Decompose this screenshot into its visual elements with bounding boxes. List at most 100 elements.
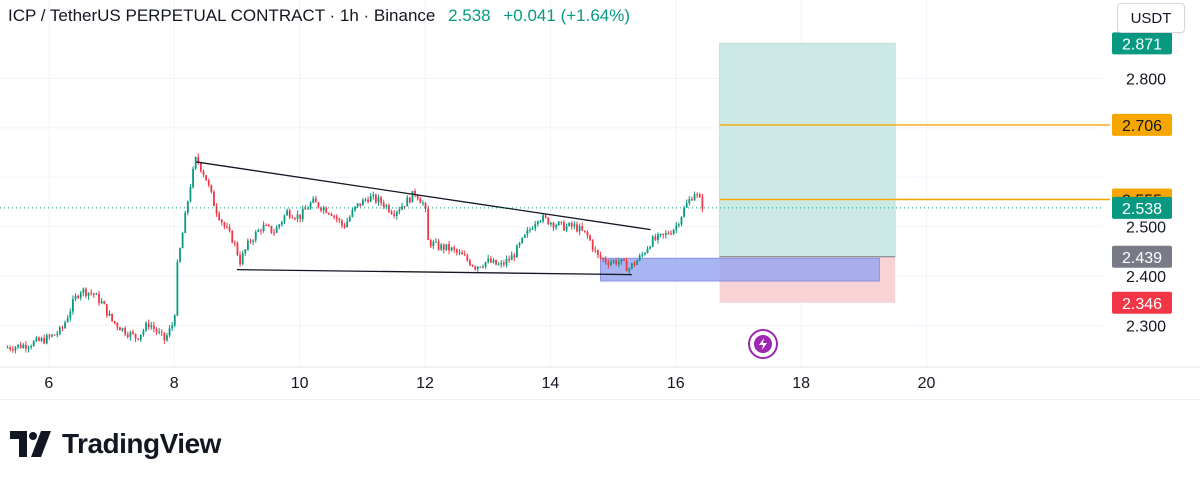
candle-up — [51, 334, 53, 337]
candle-down — [325, 207, 328, 214]
price-chart[interactable]: 6 8 10 12 14 16 18 20 2.300 2.400 2.500 2.800 2.871… — [0, 0, 1200, 401]
y-tick-label: 2.500 — [1126, 220, 1166, 237]
candle-up — [184, 212, 187, 234]
candle-down — [380, 197, 383, 203]
candle-down — [513, 255, 516, 258]
candle-up — [176, 261, 179, 316]
candle-up — [539, 221, 542, 223]
candle-up — [518, 243, 521, 246]
candle-up — [32, 341, 35, 347]
candle-up — [35, 337, 38, 342]
candle-down — [424, 203, 427, 209]
candle-up — [45, 335, 48, 344]
candle-up — [181, 233, 184, 249]
candle-up — [411, 190, 414, 203]
candle-down — [442, 244, 445, 250]
candle-down — [213, 191, 215, 207]
candle-down — [103, 301, 106, 305]
profit-target-label-bg — [1112, 32, 1172, 55]
x-tick-label: 14 — [541, 375, 559, 392]
profit-zone — [719, 42, 896, 258]
candle-down — [228, 227, 231, 231]
candle-up — [150, 325, 153, 328]
tradingview-logo[interactable]: TradingView — [10, 428, 221, 460]
candlestick-series — [6, 153, 704, 354]
candle-up — [536, 221, 539, 225]
candle-up — [500, 262, 503, 265]
candle-up — [521, 237, 524, 244]
candle-down — [61, 327, 64, 329]
candle-up — [651, 236, 654, 247]
candle-up — [385, 205, 388, 207]
candle-down — [199, 162, 202, 172]
candle-up — [278, 224, 281, 228]
candle-up — [100, 301, 103, 304]
candle-up — [377, 197, 380, 203]
lightning-badge[interactable] — [748, 329, 778, 359]
candle-down — [419, 198, 422, 204]
candle-down — [260, 230, 262, 232]
candle-up — [573, 224, 576, 227]
candle-up — [79, 292, 82, 298]
candle-down — [38, 337, 40, 341]
candle-down — [197, 157, 200, 163]
candle-up — [351, 210, 354, 217]
candle-up — [14, 347, 17, 351]
candle-down — [461, 252, 463, 255]
last-price: 2.538 — [448, 6, 491, 25]
candle-up — [510, 255, 513, 261]
candle-up — [484, 261, 487, 267]
candle-down — [691, 199, 693, 201]
candle-up — [69, 311, 72, 318]
candle-up — [688, 199, 691, 204]
candle-up — [354, 206, 356, 211]
candle-up — [372, 194, 375, 197]
candle-up — [565, 225, 568, 231]
candle-up — [171, 325, 174, 329]
candle-down — [265, 225, 268, 227]
chart-canvas[interactable]: 6 8 10 12 14 16 18 20 2.300 2.400 2.500 2.800 2.871… — [0, 0, 1200, 401]
candle-up — [348, 216, 351, 222]
candle-down — [416, 195, 419, 199]
candle-down — [589, 235, 591, 241]
candle-down — [597, 250, 599, 255]
candle-down — [317, 202, 320, 208]
grid-lines — [0, 0, 1102, 367]
candle-up — [296, 214, 299, 219]
candle-up — [58, 327, 61, 334]
stop-loss-label: 2.346 — [1122, 296, 1162, 313]
candle-down — [602, 257, 605, 259]
candle-down — [471, 265, 474, 267]
candle-down — [124, 328, 127, 335]
currency-button[interactable]: USDT — [1117, 3, 1185, 33]
candle-down — [343, 225, 346, 228]
y-tick-label: 2.400 — [1126, 269, 1166, 286]
candle-up — [526, 230, 529, 235]
candle-down — [408, 197, 411, 203]
candle-down — [92, 293, 95, 295]
candle-up — [40, 338, 43, 341]
candle-up — [257, 230, 260, 232]
candle-up — [82, 288, 85, 293]
candle-down — [429, 240, 432, 247]
candle-down — [210, 185, 213, 192]
candle-down — [625, 260, 628, 272]
candle-down — [11, 349, 14, 351]
candle-down — [116, 323, 119, 328]
candle-up — [145, 323, 147, 331]
candle-up — [17, 344, 19, 348]
candle-up — [476, 266, 479, 270]
candle-up — [534, 224, 537, 229]
candle-down — [294, 218, 296, 220]
candle-up — [450, 247, 453, 251]
candle-up — [557, 221, 560, 226]
candle-up — [505, 259, 508, 265]
x-tick-label: 12 — [416, 375, 434, 392]
candle-up — [549, 222, 552, 225]
candle-down — [604, 258, 607, 263]
candle-up — [64, 322, 66, 328]
candle-up — [56, 333, 59, 335]
target-line-label-bg — [1112, 113, 1172, 136]
candle-up — [516, 245, 518, 258]
candle-down — [236, 242, 239, 256]
